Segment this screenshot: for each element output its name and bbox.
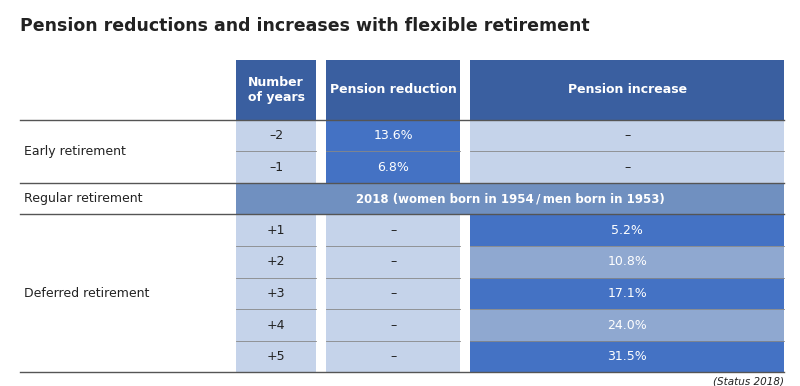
Text: Pension reduction: Pension reduction <box>330 83 457 96</box>
Bar <box>326 120 460 151</box>
Bar <box>326 278 460 309</box>
Text: –: – <box>390 224 396 237</box>
Text: –: – <box>390 256 396 268</box>
Text: –: – <box>390 350 396 363</box>
Bar <box>470 60 784 120</box>
Text: Regular retirement: Regular retirement <box>24 192 142 205</box>
Text: +1: +1 <box>266 224 286 237</box>
Text: Early retirement: Early retirement <box>24 145 126 158</box>
Text: 10.8%: 10.8% <box>607 256 647 268</box>
Text: +5: +5 <box>266 350 286 363</box>
Text: –: – <box>390 287 396 300</box>
Text: 31.5%: 31.5% <box>607 350 647 363</box>
Text: Pension reductions and increases with flexible retirement: Pension reductions and increases with fl… <box>20 17 590 36</box>
Bar <box>326 341 460 372</box>
Text: –: – <box>624 161 630 174</box>
Bar <box>236 215 316 246</box>
Bar <box>470 246 784 278</box>
Bar <box>236 341 316 372</box>
Bar <box>470 309 784 341</box>
Text: –: – <box>624 129 630 142</box>
Bar <box>236 246 316 278</box>
Text: 17.1%: 17.1% <box>607 287 647 300</box>
Bar <box>236 309 316 341</box>
Bar <box>236 151 316 183</box>
Bar <box>470 341 784 372</box>
Bar <box>326 246 460 278</box>
Text: (Status 2018): (Status 2018) <box>713 376 784 386</box>
Text: 24.0%: 24.0% <box>607 318 647 332</box>
Text: Pension increase: Pension increase <box>568 83 686 96</box>
Text: –1: –1 <box>269 161 283 174</box>
Bar <box>236 60 316 120</box>
Text: Number
of years: Number of years <box>247 76 305 104</box>
Text: 5.2%: 5.2% <box>611 224 643 237</box>
Text: –2: –2 <box>269 129 283 142</box>
Bar <box>326 60 460 120</box>
Text: Deferred retirement: Deferred retirement <box>24 287 150 300</box>
Text: 13.6%: 13.6% <box>374 129 413 142</box>
Bar <box>326 309 460 341</box>
Text: +3: +3 <box>266 287 286 300</box>
Bar <box>326 215 460 246</box>
Bar <box>236 183 784 215</box>
Bar <box>326 151 460 183</box>
Bar <box>236 120 316 151</box>
Text: +4: +4 <box>266 318 286 332</box>
Text: 2018 (women born in 1954 / men born in 1953): 2018 (women born in 1954 / men born in 1… <box>356 192 664 205</box>
Bar <box>236 278 316 309</box>
Bar <box>470 278 784 309</box>
Bar <box>470 120 784 151</box>
Text: +2: +2 <box>266 256 286 268</box>
Text: 6.8%: 6.8% <box>378 161 409 174</box>
Bar <box>470 151 784 183</box>
Text: –: – <box>390 318 396 332</box>
Bar <box>470 215 784 246</box>
